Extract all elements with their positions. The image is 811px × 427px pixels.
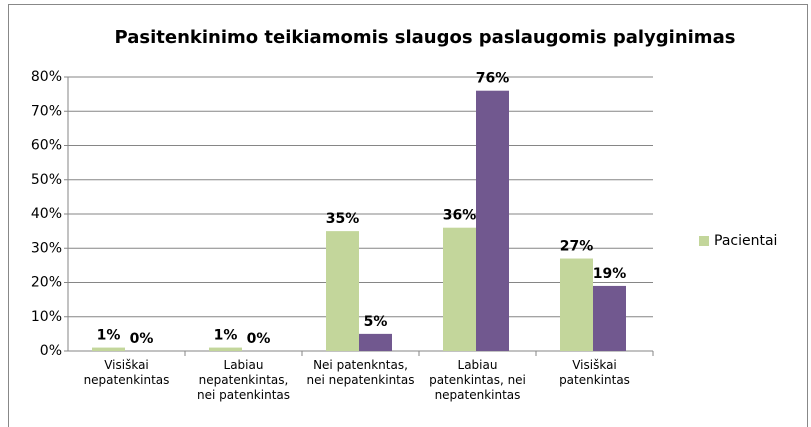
y-tick-label: 80%: [31, 69, 62, 85]
y-tick-label: 20%: [31, 275, 62, 291]
data-label: 5%: [364, 314, 388, 330]
x-tick-label: Labiau patenkintas, nei nepatenkintas: [429, 358, 526, 402]
y-tick-label: 60%: [31, 138, 62, 154]
data-label: 36%: [443, 208, 477, 224]
bar: [209, 347, 242, 351]
bar: [92, 347, 125, 351]
x-tick-label: Labiau nepatenkintas, nei patenkintas: [197, 358, 290, 402]
bar: [359, 333, 392, 351]
legend-swatch: [699, 236, 709, 246]
x-tick-label: Visiškai patenkintas: [559, 358, 630, 387]
y-tick-label: 30%: [31, 240, 62, 256]
y-tick-label: 50%: [31, 172, 62, 188]
chart-frame: [8, 4, 808, 427]
data-label: 27%: [560, 239, 594, 255]
bar: [560, 258, 593, 351]
data-label: 1%: [214, 328, 238, 344]
x-tick-label: Nei patenknta​s, nei nepatenkintas: [306, 358, 415, 387]
data-label: 35%: [326, 211, 360, 227]
y-tick-label: 0%: [40, 343, 62, 359]
bar: [326, 231, 359, 351]
chart-title: Pasitenkinimo teikiamomis slaugos paslau…: [115, 27, 736, 48]
data-label: 76%: [476, 71, 510, 87]
legend-label: Pacientai: [714, 233, 777, 249]
bar: [443, 227, 476, 351]
data-label: 19%: [593, 266, 627, 282]
y-tick-label: 10%: [31, 309, 62, 325]
data-label: 1%: [97, 328, 121, 344]
bar: [476, 90, 509, 351]
data-label: 0%: [247, 331, 271, 347]
bar: [593, 285, 626, 351]
x-tick-label: Visiškai nepatenkintas: [83, 358, 170, 387]
data-label: 0%: [130, 331, 154, 347]
y-tick-label: 70%: [31, 103, 62, 119]
y-tick-label: 40%: [31, 206, 62, 222]
